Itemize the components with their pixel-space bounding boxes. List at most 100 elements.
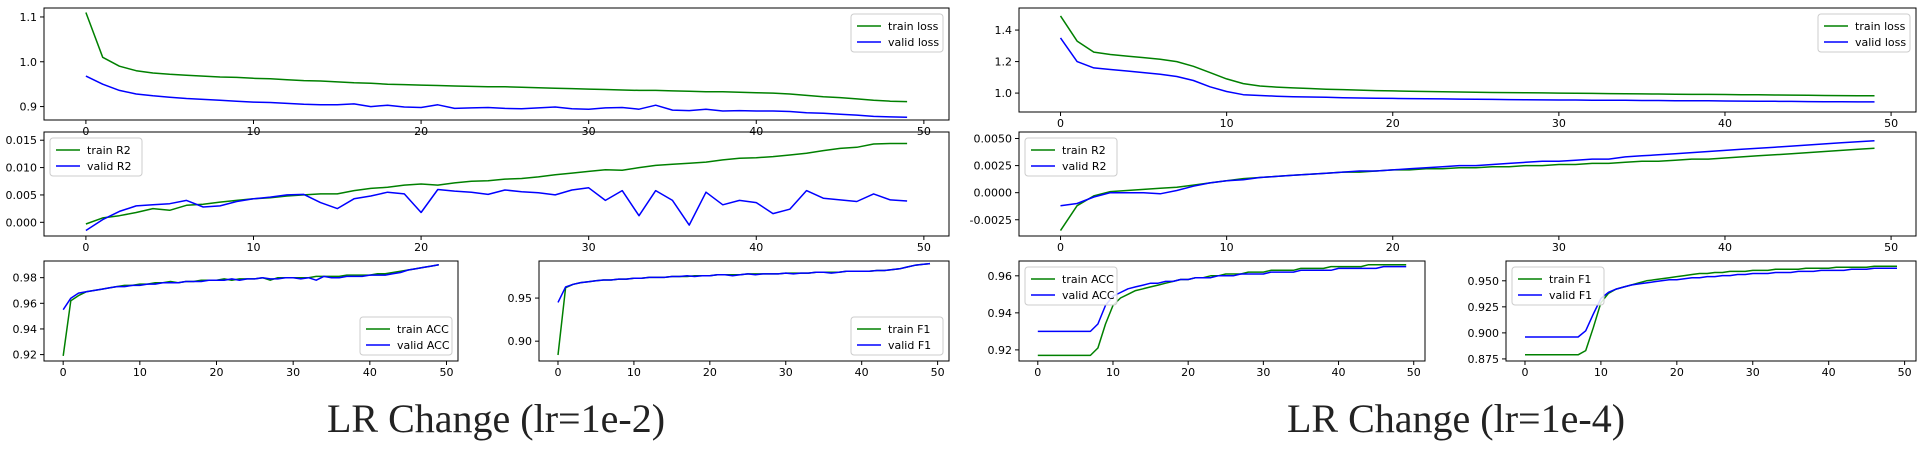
x-tick-label: 30 <box>286 366 300 379</box>
axes-frame <box>1018 131 1917 237</box>
y-tick-label: 0.90 <box>508 335 533 348</box>
series-line-train-loss <box>85 12 908 103</box>
y-tick-label: 0.94 <box>13 323 38 336</box>
axes-frame <box>1018 260 1426 362</box>
axes-frame <box>43 131 950 237</box>
x-tick-label: 40 <box>1718 117 1732 130</box>
x-tick-label: 50 <box>440 366 454 379</box>
series-line-train-loss <box>1059 15 1875 97</box>
x-tick-label: 30 <box>1746 366 1760 379</box>
axes-frame <box>43 7 950 121</box>
legend-label: valid ACC <box>1062 289 1115 302</box>
legend: train ACC valid ACC <box>359 316 453 356</box>
y-tick-label: 0.875 <box>1468 353 1500 366</box>
series-line-train-acc <box>1037 263 1407 357</box>
series-line-valid-f1 <box>557 262 931 303</box>
y-tick-label: 0.000 <box>6 216 38 229</box>
legend-label: valid F1 <box>888 339 931 352</box>
y-tick-label: 1.4 <box>995 24 1013 37</box>
x-tick-label: 30 <box>1552 241 1566 254</box>
y-tick-label: 0.98 <box>13 272 38 285</box>
legend-label: train R2 <box>87 144 131 157</box>
legend-label: valid ACC <box>397 339 450 352</box>
x-tick-label: 10 <box>1106 366 1120 379</box>
series-group <box>1037 263 1407 357</box>
y-tick-label: 1.2 <box>995 56 1013 69</box>
x-tick-label: 20 <box>1670 366 1684 379</box>
series-line-valid-loss <box>85 75 908 119</box>
legend-label: valid R2 <box>1062 160 1106 173</box>
legend-label: train loss <box>888 20 939 33</box>
series-line-valid-acc <box>1037 265 1407 333</box>
series-line-valid-f1 <box>1525 267 1897 338</box>
x-tick-label: 40 <box>1332 366 1346 379</box>
legend: train loss valid loss <box>850 13 944 53</box>
y-tick-label: 1.0 <box>995 87 1013 100</box>
x-tick-label: 0 <box>82 241 89 254</box>
y-tick-label: 0.900 <box>1468 327 1500 340</box>
x-tick-label: 50 <box>931 366 945 379</box>
legend-label: train F1 <box>1549 273 1591 286</box>
series-line-train-f1 <box>1525 265 1897 356</box>
x-tick-label: 10 <box>627 366 641 379</box>
series-line-valid-acc <box>62 264 439 311</box>
y-tick-label: 1.1 <box>20 11 38 24</box>
legend-label: train loss <box>1855 20 1906 33</box>
series-line-train-r2 <box>85 142 908 225</box>
chart-r-f1: 0 10 20 30 40 50 0.875 0.900 0.925 0.950 train F1 v… <box>1468 260 1917 379</box>
x-tick-label: 50 <box>1407 366 1421 379</box>
y-tick-label: 0.94 <box>988 307 1013 320</box>
series-group <box>1525 265 1897 356</box>
x-tick-label: 50 <box>1884 241 1898 254</box>
legend-label: train ACC <box>1062 273 1114 286</box>
x-tick-label: 40 <box>1718 241 1732 254</box>
chart-r-loss: 0 10 20 30 40 50 1.0 1.2 1.4 train loss valid loss <box>995 7 1917 130</box>
axes-frame <box>1505 260 1917 362</box>
legend: train F1 valid F1 <box>850 316 944 356</box>
x-tick-label: 20 <box>210 366 224 379</box>
chart-r-r2: 0 10 20 30 40 50 -0.0025 0.0000 0.0025 0.0050 trai… <box>970 131 1917 254</box>
legend: train R2 valid R2 <box>1024 137 1118 177</box>
legend: train ACC valid ACC <box>1024 266 1118 306</box>
x-tick-label: 20 <box>703 366 717 379</box>
y-tick-label: 0.96 <box>988 270 1013 283</box>
series-line-valid-r2 <box>85 187 908 232</box>
chart-r-acc: 0 10 20 30 40 50 0.92 0.94 0.96 train ACC valid AC… <box>988 260 1426 379</box>
series-group <box>1059 139 1875 232</box>
x-tick-label: 0 <box>1057 241 1064 254</box>
y-tick-label: 0.0050 <box>974 133 1013 146</box>
legend-label: train R2 <box>1062 144 1106 157</box>
legend-label: valid R2 <box>87 160 131 173</box>
axes-frame <box>538 260 950 362</box>
x-tick-label: 10 <box>133 366 147 379</box>
legend-label: valid F1 <box>1549 289 1592 302</box>
legend: train R2 valid R2 <box>49 137 143 177</box>
x-tick-label: 40 <box>749 241 763 254</box>
chart-l-acc: 0 10 20 30 40 50 0.92 0.94 0.96 0.98 train ACC vali… <box>13 260 459 379</box>
axes-frame <box>1018 7 1917 113</box>
x-tick-label: 50 <box>1898 366 1912 379</box>
legend: train F1 valid F1 <box>1511 266 1605 306</box>
x-tick-label: 40 <box>855 366 869 379</box>
caption-left: LR Change (lr=1e-2) <box>327 396 666 441</box>
y-tick-label: 0.92 <box>988 344 1013 357</box>
x-tick-label: 50 <box>1884 117 1898 130</box>
x-tick-label: 10 <box>1220 241 1234 254</box>
series-group <box>557 262 931 356</box>
chart-l-r2: 0 10 20 30 40 50 0.000 0.005 0.010 0.015 train R2 v… <box>6 131 950 254</box>
series-line-train-r2 <box>1059 147 1875 232</box>
x-tick-label: 0 <box>1057 117 1064 130</box>
x-tick-label: 10 <box>1220 117 1234 130</box>
y-tick-label: 0.005 <box>6 189 38 202</box>
axes-frame <box>43 260 459 362</box>
x-tick-label: 20 <box>1386 241 1400 254</box>
y-tick-label: 0.0000 <box>974 187 1013 200</box>
y-tick-label: 0.95 <box>508 292 533 305</box>
y-tick-label: 0.950 <box>1468 275 1500 288</box>
legend-label: valid loss <box>888 36 939 49</box>
x-tick-label: 10 <box>246 241 260 254</box>
y-tick-label: 0.925 <box>1468 301 1500 314</box>
caption-right: LR Change (lr=1e-4) <box>1287 396 1626 441</box>
